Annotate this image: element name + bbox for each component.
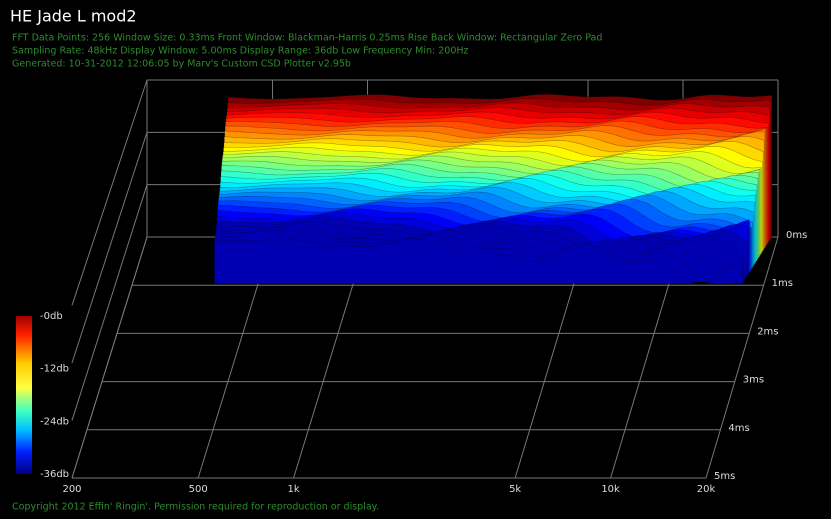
- footer: Copyright 2012 Effin' Ringin'. Permissio…: [12, 502, 379, 513]
- colorbar-label: -36db: [40, 469, 69, 480]
- x-tick-label: 20k: [697, 484, 716, 495]
- x-tick-label: 10k: [601, 484, 620, 495]
- colorbar-label: -24db: [40, 416, 69, 427]
- z-tick-label: 5ms: [714, 471, 735, 482]
- x-tick-label: 500: [189, 484, 208, 495]
- grid-line: [705, 236, 779, 479]
- z-tick-label: 2ms: [757, 326, 778, 337]
- x-tick-label: 5k: [509, 484, 521, 495]
- grid-line: [71, 79, 148, 306]
- surface-slice: [214, 237, 744, 284]
- colorbar-label: -12db: [40, 364, 69, 375]
- grid-line: [71, 132, 148, 364]
- z-tick-label: 1ms: [772, 278, 793, 289]
- z-tick-label: 0ms: [786, 230, 807, 241]
- x-tick-label: 200: [62, 484, 81, 495]
- info-line: Generated: 10-31-2012 12:06:05 by Marv's…: [12, 59, 351, 70]
- z-tick-label: 4ms: [728, 423, 749, 434]
- info-line: Sampling Rate: 48kHz Display Window: 5.0…: [12, 46, 469, 57]
- chart-title: HE Jade L mod2: [10, 7, 137, 26]
- info-line: FFT Data Points: 256 Window Size: 0.33ms…: [12, 33, 602, 44]
- grid-line: [71, 184, 148, 421]
- colorbar: [16, 316, 32, 474]
- labels: 200 500 1k 5k 10k 20k 0ms 1ms 2ms 3ms 4ms 5ms -0db -1…: [40, 230, 807, 495]
- colorbar-label: -0db: [40, 311, 63, 322]
- surface: [214, 93, 773, 284]
- z-tick-label: 3ms: [743, 375, 764, 386]
- grid-line: [71, 236, 148, 479]
- x-tick-label: 1k: [287, 484, 299, 495]
